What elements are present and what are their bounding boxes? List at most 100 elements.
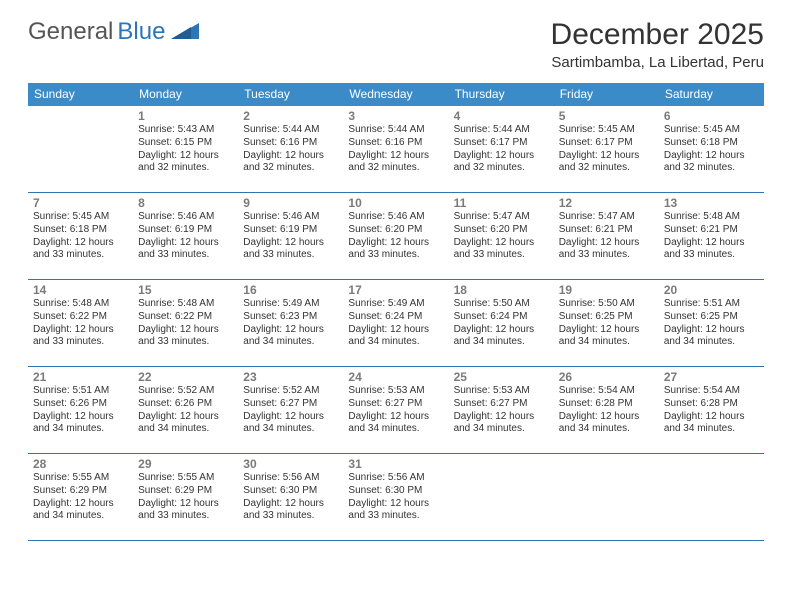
- header: GeneralBlue December 2025 Sartimbamba, L…: [28, 18, 764, 71]
- cell-line-dl1: Daylight: 12 hours: [348, 498, 443, 511]
- cell-line-dl2: and 33 minutes.: [664, 249, 759, 262]
- calendar-cell: 20Sunrise: 5:51 AMSunset: 6:25 PMDayligh…: [659, 280, 764, 366]
- cell-line-dl1: Daylight: 12 hours: [454, 237, 549, 250]
- cell-line-sr: Sunrise: 5:45 AM: [664, 124, 759, 137]
- weekday-header: Friday: [554, 83, 659, 106]
- cell-line-ss: Sunset: 6:21 PM: [664, 224, 759, 237]
- cell-line-ss: Sunset: 6:20 PM: [348, 224, 443, 237]
- calendar-cell: 12Sunrise: 5:47 AMSunset: 6:21 PMDayligh…: [554, 193, 659, 279]
- cell-line-dl2: and 33 minutes.: [33, 336, 128, 349]
- calendar-cell: 30Sunrise: 5:56 AMSunset: 6:30 PMDayligh…: [238, 454, 343, 540]
- cell-line-ss: Sunset: 6:18 PM: [33, 224, 128, 237]
- page: GeneralBlue December 2025 Sartimbamba, L…: [0, 0, 792, 541]
- calendar-cell: 17Sunrise: 5:49 AMSunset: 6:24 PMDayligh…: [343, 280, 448, 366]
- cell-line-dl1: Daylight: 12 hours: [33, 324, 128, 337]
- cell-line-sr: Sunrise: 5:52 AM: [138, 385, 233, 398]
- cell-line-dl1: Daylight: 12 hours: [559, 324, 654, 337]
- cell-line-ss: Sunset: 6:17 PM: [559, 137, 654, 150]
- cell-line-ss: Sunset: 6:22 PM: [138, 311, 233, 324]
- cell-line-dl2: and 34 minutes.: [138, 423, 233, 436]
- day-number: 28: [33, 457, 128, 471]
- cell-line-dl2: and 34 minutes.: [33, 423, 128, 436]
- cell-line-sr: Sunrise: 5:45 AM: [559, 124, 654, 137]
- cell-line-dl1: Daylight: 12 hours: [348, 150, 443, 163]
- cell-line-dl2: and 34 minutes.: [348, 336, 443, 349]
- day-number: 30: [243, 457, 338, 471]
- cell-line-dl2: and 33 minutes.: [33, 249, 128, 262]
- cell-line-dl2: and 34 minutes.: [664, 423, 759, 436]
- cell-line-sr: Sunrise: 5:44 AM: [454, 124, 549, 137]
- day-number: 23: [243, 370, 338, 384]
- cell-line-dl2: and 33 minutes.: [348, 249, 443, 262]
- calendar-cell: 6Sunrise: 5:45 AMSunset: 6:18 PMDaylight…: [659, 106, 764, 192]
- cell-line-dl2: and 34 minutes.: [348, 423, 443, 436]
- cell-line-sr: Sunrise: 5:50 AM: [454, 298, 549, 311]
- cell-line-sr: Sunrise: 5:53 AM: [454, 385, 549, 398]
- cell-line-sr: Sunrise: 5:44 AM: [348, 124, 443, 137]
- cell-line-dl2: and 32 minutes.: [348, 162, 443, 175]
- weekday-header: Sunday: [28, 83, 133, 106]
- calendar-cell: 4Sunrise: 5:44 AMSunset: 6:17 PMDaylight…: [449, 106, 554, 192]
- calendar-cell: 13Sunrise: 5:48 AMSunset: 6:21 PMDayligh…: [659, 193, 764, 279]
- page-subtitle: Sartimbamba, La Libertad, Peru: [551, 54, 764, 71]
- cell-line-dl1: Daylight: 12 hours: [33, 411, 128, 424]
- weekday-header: Wednesday: [343, 83, 448, 106]
- calendar-cell: 23Sunrise: 5:52 AMSunset: 6:27 PMDayligh…: [238, 367, 343, 453]
- weekday-header: Tuesday: [238, 83, 343, 106]
- cell-line-dl1: Daylight: 12 hours: [664, 411, 759, 424]
- cell-line-dl1: Daylight: 12 hours: [454, 150, 549, 163]
- calendar-cell: [554, 454, 659, 540]
- cell-line-sr: Sunrise: 5:51 AM: [33, 385, 128, 398]
- day-number: 12: [559, 196, 654, 210]
- cell-line-dl1: Daylight: 12 hours: [33, 498, 128, 511]
- day-number: 4: [454, 109, 549, 123]
- day-number: 14: [33, 283, 128, 297]
- cell-line-sr: Sunrise: 5:55 AM: [33, 472, 128, 485]
- cell-line-sr: Sunrise: 5:48 AM: [138, 298, 233, 311]
- cell-line-ss: Sunset: 6:28 PM: [664, 398, 759, 411]
- cell-line-sr: Sunrise: 5:55 AM: [138, 472, 233, 485]
- day-number: 22: [138, 370, 233, 384]
- cell-line-dl1: Daylight: 12 hours: [243, 411, 338, 424]
- calendar-cell: 26Sunrise: 5:54 AMSunset: 6:28 PMDayligh…: [554, 367, 659, 453]
- cell-line-sr: Sunrise: 5:52 AM: [243, 385, 338, 398]
- cell-line-ss: Sunset: 6:19 PM: [243, 224, 338, 237]
- day-number: 11: [454, 196, 549, 210]
- calendar-cell: [659, 454, 764, 540]
- calendar-cell: 9Sunrise: 5:46 AMSunset: 6:19 PMDaylight…: [238, 193, 343, 279]
- day-number: 3: [348, 109, 443, 123]
- calendar-week: 14Sunrise: 5:48 AMSunset: 6:22 PMDayligh…: [28, 280, 764, 367]
- cell-line-sr: Sunrise: 5:46 AM: [138, 211, 233, 224]
- cell-line-dl2: and 34 minutes.: [243, 423, 338, 436]
- cell-line-sr: Sunrise: 5:46 AM: [348, 211, 443, 224]
- day-number: 7: [33, 196, 128, 210]
- day-number: 1: [138, 109, 233, 123]
- cell-line-ss: Sunset: 6:26 PM: [33, 398, 128, 411]
- cell-line-ss: Sunset: 6:27 PM: [348, 398, 443, 411]
- day-number: 15: [138, 283, 233, 297]
- cell-line-sr: Sunrise: 5:56 AM: [348, 472, 443, 485]
- cell-line-sr: Sunrise: 5:51 AM: [664, 298, 759, 311]
- cell-line-dl2: and 32 minutes.: [138, 162, 233, 175]
- logo-word1: General: [28, 18, 113, 46]
- cell-line-dl1: Daylight: 12 hours: [559, 150, 654, 163]
- cell-line-sr: Sunrise: 5:48 AM: [33, 298, 128, 311]
- logo: GeneralBlue: [28, 18, 199, 46]
- calendar-cell: 29Sunrise: 5:55 AMSunset: 6:29 PMDayligh…: [133, 454, 238, 540]
- cell-line-dl1: Daylight: 12 hours: [559, 411, 654, 424]
- cell-line-ss: Sunset: 6:25 PM: [559, 311, 654, 324]
- cell-line-sr: Sunrise: 5:46 AM: [243, 211, 338, 224]
- cell-line-ss: Sunset: 6:15 PM: [138, 137, 233, 150]
- cell-line-dl1: Daylight: 12 hours: [243, 498, 338, 511]
- cell-line-sr: Sunrise: 5:47 AM: [559, 211, 654, 224]
- cell-line-dl1: Daylight: 12 hours: [348, 237, 443, 250]
- cell-line-sr: Sunrise: 5:54 AM: [664, 385, 759, 398]
- cell-line-ss: Sunset: 6:23 PM: [243, 311, 338, 324]
- cell-line-sr: Sunrise: 5:49 AM: [243, 298, 338, 311]
- calendar-cell: 5Sunrise: 5:45 AMSunset: 6:17 PMDaylight…: [554, 106, 659, 192]
- cell-line-dl1: Daylight: 12 hours: [664, 150, 759, 163]
- weekday-header: Saturday: [659, 83, 764, 106]
- cell-line-dl2: and 34 minutes.: [454, 423, 549, 436]
- cell-line-ss: Sunset: 6:18 PM: [664, 137, 759, 150]
- cell-line-sr: Sunrise: 5:44 AM: [243, 124, 338, 137]
